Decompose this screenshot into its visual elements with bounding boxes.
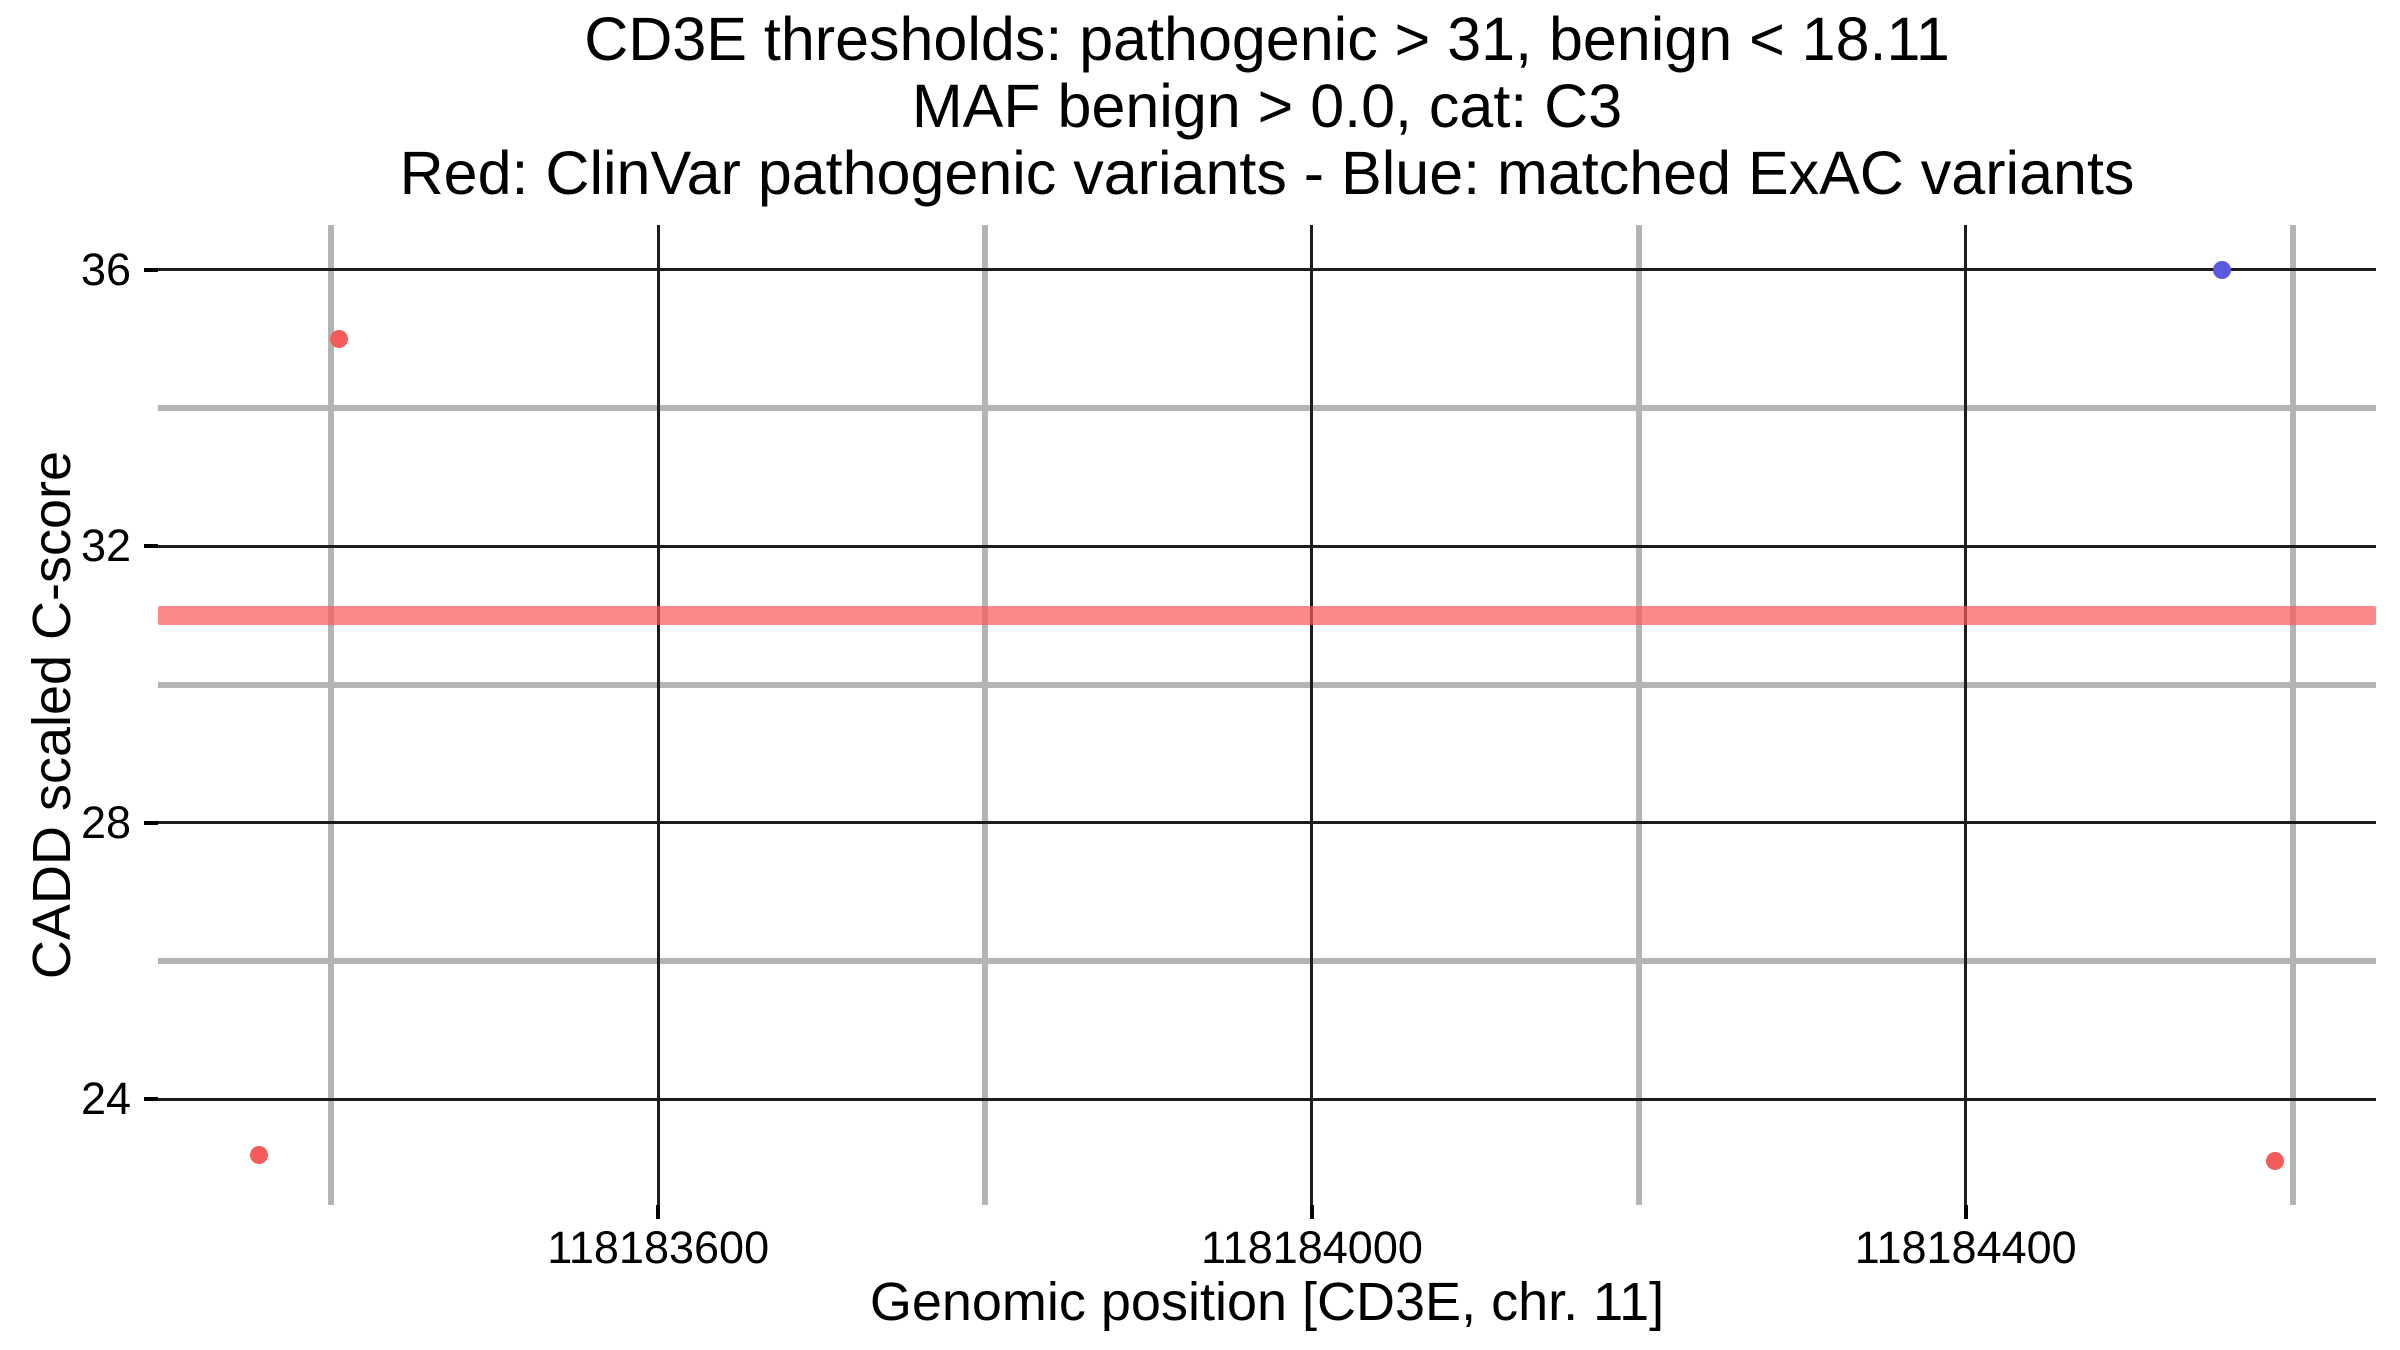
y-axis-tick	[144, 267, 158, 272]
gridline-minor-x	[2289, 225, 2296, 1205]
x-axis-tick	[1309, 1205, 1314, 1219]
clinvar-pathogenic-point	[250, 1145, 269, 1164]
y-tick-label: 32	[80, 520, 131, 572]
x-tick-label: 118184000	[1200, 1222, 1423, 1273]
x-tick-label: 118183600	[547, 1222, 770, 1273]
gridline-major-y	[158, 821, 2376, 825]
y-tick-label: 28	[80, 796, 131, 848]
exac-variant-point	[2213, 260, 2232, 279]
y-axis-tick	[144, 820, 158, 825]
gridline-minor-y	[158, 958, 2376, 965]
gridline-major-y	[158, 268, 2376, 272]
y-tick-label: 36	[80, 243, 131, 295]
x-tick-label: 118184400	[1854, 1222, 2077, 1273]
gridline-minor-x	[982, 225, 989, 1205]
x-axis-tick	[1963, 1205, 1968, 1219]
y-tick-label: 24	[80, 1073, 131, 1125]
plot-title-line-2: MAF benign > 0.0, cat: C3	[911, 72, 1623, 140]
gridline-major-y	[158, 544, 2376, 548]
gridline-minor-y	[158, 681, 2376, 688]
gridline-minor-x	[328, 225, 335, 1205]
y-axis-tick	[144, 1097, 158, 1102]
clinvar-pathogenic-point	[2265, 1152, 2284, 1171]
clinvar-pathogenic-point	[330, 330, 349, 349]
x-axis-tick	[656, 1205, 661, 1219]
gridline-minor-y	[158, 405, 2376, 412]
gridline-major-x	[656, 225, 660, 1205]
pathogenic-threshold-line	[158, 605, 2376, 625]
plot-title-line-1: CD3E thresholds: pathogenic > 31, benign…	[584, 5, 1950, 73]
x-axis-title: Genomic position [CD3E, chr. 11]	[869, 1272, 1665, 1332]
y-axis-tick	[144, 544, 158, 549]
gridline-major-x	[1964, 225, 1968, 1205]
plot-title-line-3: Red: ClinVar pathogenic variants - Blue:…	[399, 139, 2135, 207]
gridline-major-y	[158, 1097, 2376, 1101]
gridline-major-x	[1310, 225, 1314, 1205]
plot-title: CD3E thresholds: pathogenic > 31, benign…	[158, 6, 2376, 207]
gridline-minor-x	[1635, 225, 1642, 1205]
